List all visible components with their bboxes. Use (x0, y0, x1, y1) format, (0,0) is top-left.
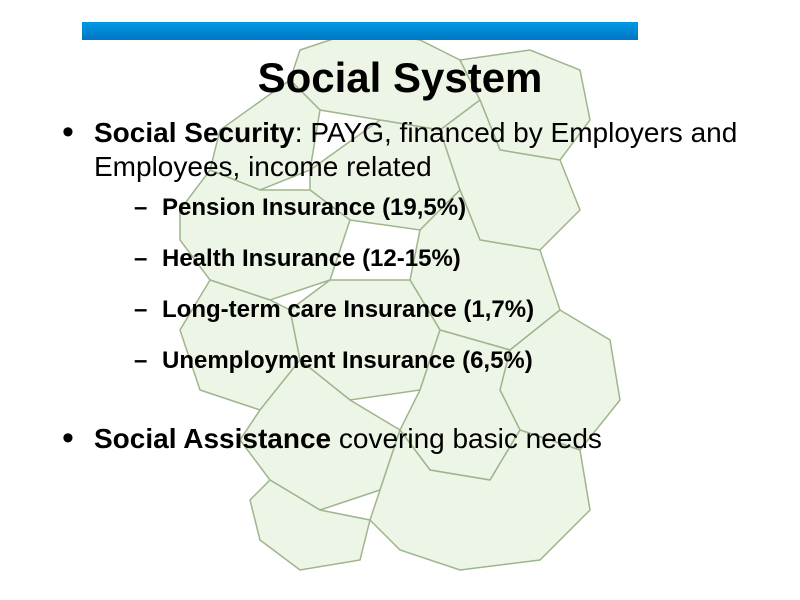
sub-pension: Pension Insurance (19,5%) (134, 194, 800, 223)
sub-bullet-list: Pension Insurance (19,5%) Health Insuran… (0, 194, 800, 375)
main-bullet-list: Social Security: PAYG, financed by Emplo… (0, 116, 800, 184)
bullet-social-security: Social Security: PAYG, financed by Emplo… (62, 116, 760, 184)
slide-content: Social System Social Security: PAYG, fin… (0, 50, 800, 464)
sub-unemployment: Unemployment Insurance (6,5%) (134, 347, 800, 376)
bullet-lead: Social Assistance (94, 423, 331, 454)
main-bullet-list-2: Social Assistance covering basic needs (0, 422, 800, 456)
bullet-social-assistance: Social Assistance covering basic needs (62, 422, 760, 456)
sub-health: Health Insurance (12-15%) (134, 245, 800, 274)
bullet-rest: covering basic needs (331, 423, 602, 454)
header-bar (82, 22, 638, 40)
sub-longterm: Long-term care Insurance (1,7%) (134, 296, 800, 325)
slide-title: Social System (0, 54, 800, 102)
bullet-lead: Social Security (94, 117, 295, 148)
